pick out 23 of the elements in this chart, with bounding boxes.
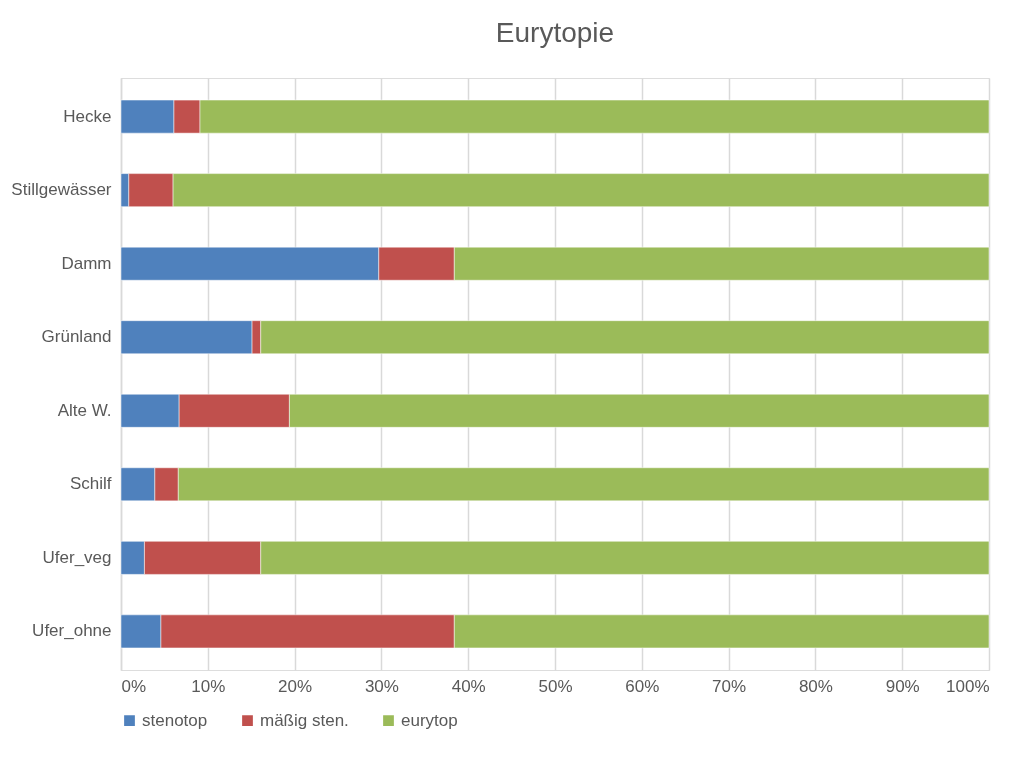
y-tick-label: Grünland xyxy=(41,327,112,347)
y-tick-label: Ufer_veg xyxy=(42,547,112,567)
x-tick-label: 70% xyxy=(712,676,747,696)
chart-title: Eurytopie xyxy=(495,17,615,48)
x-tick-label: 50% xyxy=(538,676,573,696)
x-tick-label: 60% xyxy=(625,676,660,696)
x-tick-label: 10% xyxy=(191,676,226,696)
y-tick-label: Hecke xyxy=(63,106,112,126)
legend-label: mäßig sten. xyxy=(260,710,349,730)
legend-label: stenotop xyxy=(142,710,208,730)
y-tick-label: Stillgewässer xyxy=(11,180,112,200)
x-tick-label: 40% xyxy=(451,676,486,696)
legend-label: eurytop xyxy=(401,710,458,730)
y-tick-label: Damm xyxy=(61,253,112,273)
y-tick-label: Ufer_ohne xyxy=(32,621,112,641)
x-tick-label: 20% xyxy=(278,676,313,696)
x-tick-label: 100% xyxy=(946,676,990,696)
y-tick-label: Schilf xyxy=(69,474,112,494)
x-tick-label: 30% xyxy=(364,676,399,696)
y-tick-label: Alte W. xyxy=(57,400,112,420)
x-tick-label: 0% xyxy=(121,676,147,696)
x-tick-label: 80% xyxy=(798,676,833,696)
x-tick-label: 90% xyxy=(885,676,920,696)
